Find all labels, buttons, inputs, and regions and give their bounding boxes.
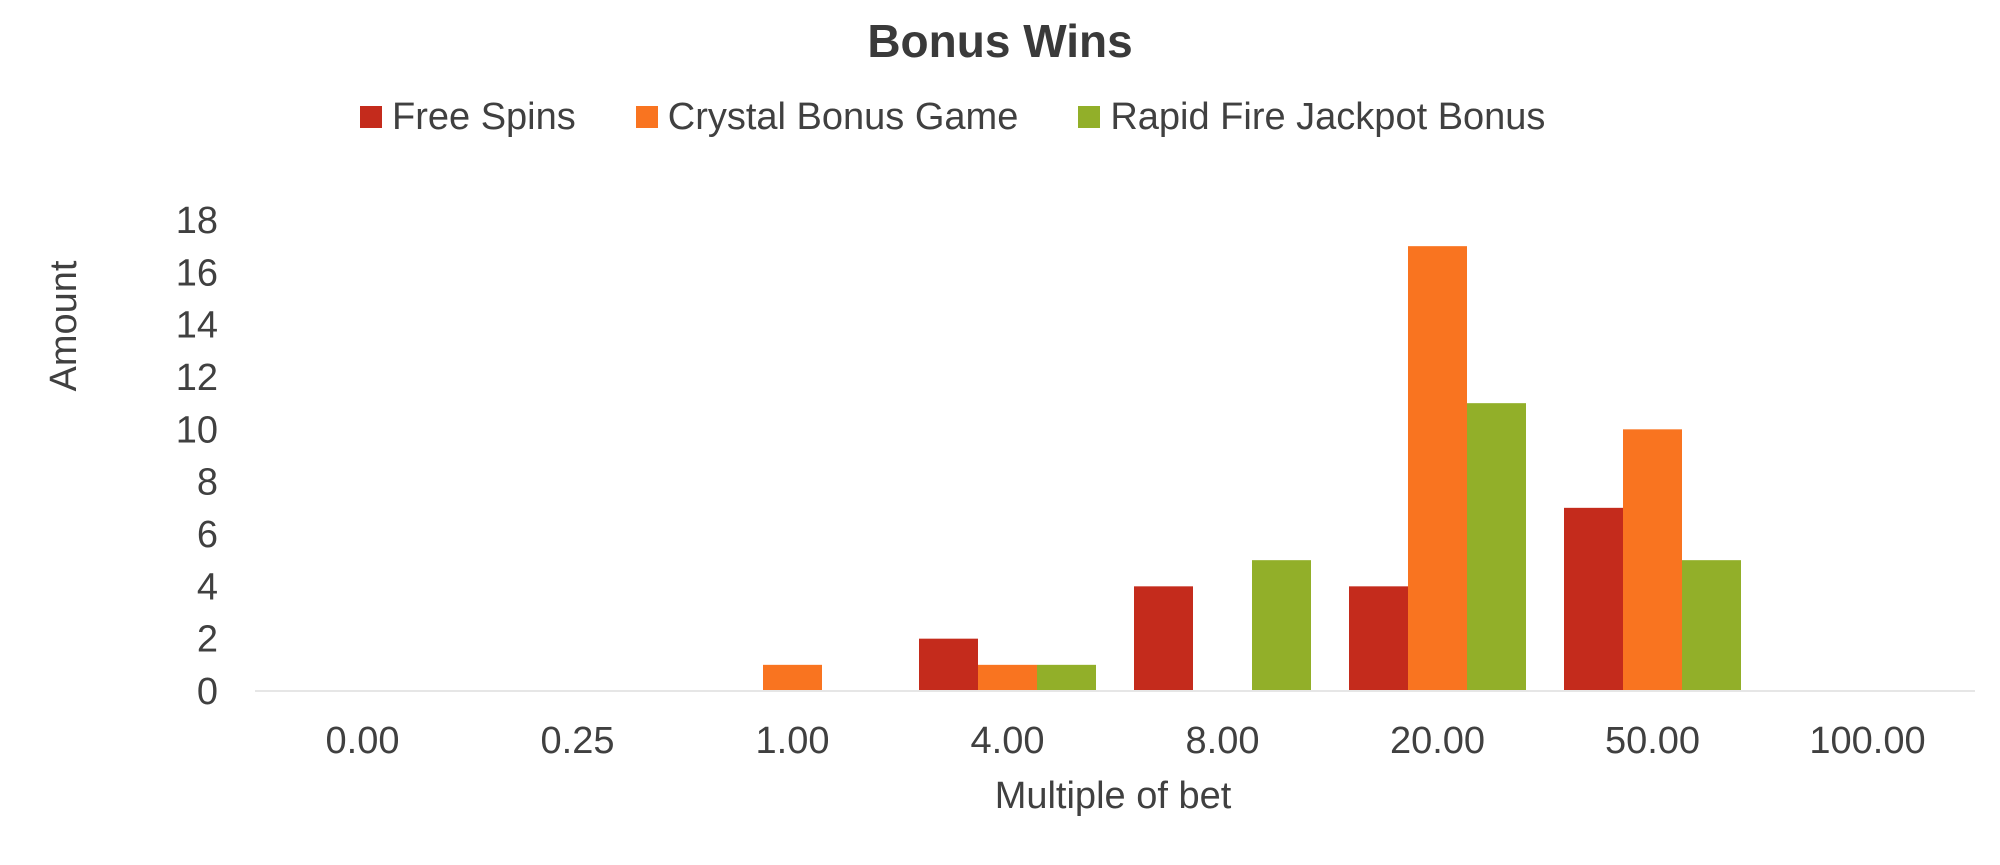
y-tick-label: 14 <box>176 305 218 347</box>
y-tick-label: 18 <box>176 200 218 242</box>
legend-label-rapid-fire-jackpot-bonus: Rapid Fire Jackpot Bonus <box>1110 95 1546 138</box>
x-tick-label: 20.00 <box>1390 720 1485 762</box>
y-tick-label: 8 <box>197 462 218 504</box>
bar-rapid-fire-jackpot-bonus-4.00 <box>1037 664 1096 691</box>
y-tick-label: 12 <box>176 357 218 399</box>
y-tick-label: 10 <box>176 409 218 451</box>
x-tick-label: 4.00 <box>971 720 1045 762</box>
bar-free-spins-50.00 <box>1564 507 1623 691</box>
legend-item-free-spins: Free Spins <box>360 96 576 139</box>
y-tick-label: 6 <box>197 514 218 556</box>
legend-swatch-rapid-fire-jackpot-bonus <box>1078 106 1101 128</box>
bar-crystal-bonus-game-4.00 <box>978 664 1037 691</box>
bar-free-spins-4.00 <box>919 638 978 691</box>
legend: Free Spins Crystal Bonus Game Rapid Fire… <box>360 92 1605 142</box>
bar-free-spins-20.00 <box>1349 586 1408 691</box>
bars-group <box>763 246 1741 691</box>
y-tick-label: 16 <box>176 252 218 294</box>
bar-rapid-fire-jackpot-bonus-50.00 <box>1682 560 1741 691</box>
y-tick-label: 0 <box>197 671 218 713</box>
y-axis-label: Amount <box>43 260 85 391</box>
x-tick-label: 8.00 <box>1186 720 1260 762</box>
legend-swatch-crystal-bonus-game <box>635 106 658 128</box>
bar-crystal-bonus-game-1.00 <box>763 664 822 691</box>
legend-swatch-free-spins <box>360 106 382 128</box>
legend-item-rapid-fire-jackpot-bonus: Rapid Fire Jackpot Bonus <box>1078 96 1545 139</box>
bar-rapid-fire-jackpot-bonus-8.00 <box>1252 560 1311 691</box>
legend-label-crystal-bonus-game: Crystal Bonus Game <box>667 95 1019 138</box>
y-axis-ticks: 0 2 4 6 8 10 12 14 16 18 <box>176 200 218 713</box>
x-axis-ticks: 0.00 0.25 1.00 4.00 8.00 20.00 50.00 100.00 <box>326 720 1926 762</box>
y-tick-label: 2 <box>197 619 218 661</box>
bar-crystal-bonus-game-20.00 <box>1408 246 1467 691</box>
x-tick-label: 1.00 <box>756 720 830 762</box>
legend-label-free-spins: Free Spins <box>392 95 576 138</box>
legend-item-crystal-bonus-game: Crystal Bonus Game <box>635 95 1019 139</box>
bar-crystal-bonus-game-50.00 <box>1623 429 1682 691</box>
bar-free-spins-8.00 <box>1134 586 1193 691</box>
x-axis-label: Multiple of bet <box>995 775 1232 817</box>
x-tick-label: 0.00 <box>326 720 400 762</box>
bar-rapid-fire-jackpot-bonus-20.00 <box>1467 403 1526 691</box>
x-tick-label: 0.25 <box>541 720 615 762</box>
chart-title: Bonus Wins <box>867 15 1133 67</box>
x-tick-label: 100.00 <box>1809 720 1925 762</box>
y-tick-label: 4 <box>197 566 218 608</box>
x-tick-label: 50.00 <box>1605 720 1700 762</box>
